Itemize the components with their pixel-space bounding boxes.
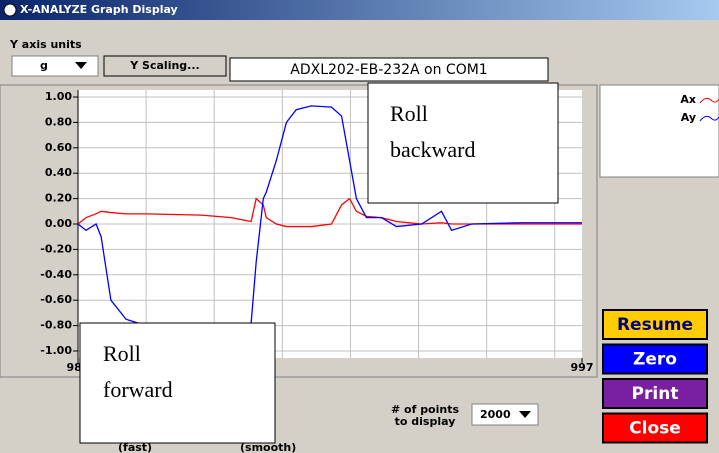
points-label: to display xyxy=(395,415,456,428)
units-value: g xyxy=(40,59,48,72)
app-icon xyxy=(3,3,17,17)
series-line xyxy=(78,105,582,327)
y-tick-label: -0.40 xyxy=(40,268,72,281)
dropdown-arrow xyxy=(75,62,87,69)
button-label: Print xyxy=(632,384,679,404)
action-button[interactable] xyxy=(602,412,708,444)
points-label: # of points xyxy=(391,403,460,416)
y-scaling-text: Y Scaling... xyxy=(129,59,199,72)
plot: -1.00 -0.80 -0.60 -0.40 -0.20 0.00 0.20 0.40 0.6… xyxy=(40,90,593,374)
y-tick-label: -1.00 xyxy=(40,344,72,357)
y-scaling-button[interactable] xyxy=(103,55,227,77)
y-tick-label: 0.60 xyxy=(45,141,72,154)
legend: Ax Ay xyxy=(680,93,719,124)
annotation: Roll xyxy=(390,101,428,126)
device-label: ADXL202-EB-232A on COM1 xyxy=(290,62,487,78)
speed-label: (fast) xyxy=(118,441,152,453)
annotation-box xyxy=(79,322,276,444)
buttons: Resume Zero Print Close xyxy=(602,309,708,444)
legend-swatch xyxy=(699,115,719,122)
window-title: X-ANALYZE Graph Display xyxy=(20,3,178,16)
y-tick-label: -0.80 xyxy=(40,319,72,332)
action-button[interactable] xyxy=(602,378,708,409)
y-tick-label: 1.00 xyxy=(45,90,72,103)
y-tick-label: 0.00 xyxy=(45,217,72,230)
annotation: forward xyxy=(103,377,173,402)
y-tick-label: -0.20 xyxy=(40,242,72,255)
legend-label: Ay xyxy=(681,111,696,124)
legend-swatch xyxy=(699,97,719,104)
button-label: Close xyxy=(629,419,681,439)
y-tick-label: 0.80 xyxy=(45,115,72,128)
legend-label: Ax xyxy=(680,93,696,106)
points-value: 2000 xyxy=(480,408,511,421)
device-box xyxy=(229,57,549,82)
speed-label: (smooth) xyxy=(240,441,296,453)
y-units-label: Y axis units xyxy=(9,38,82,51)
button-label: Zero xyxy=(633,350,677,370)
legend-panel xyxy=(599,84,719,178)
x-tick-label: 997 xyxy=(571,361,594,374)
units-dropdown[interactable] xyxy=(11,55,99,77)
action-button[interactable] xyxy=(602,343,708,375)
y-tick-label: 0.20 xyxy=(45,192,72,205)
series-line xyxy=(78,197,582,228)
y-tick-label: 0.40 xyxy=(45,166,72,179)
annotation: Roll xyxy=(103,341,141,366)
action-button[interactable] xyxy=(602,309,708,340)
y-tick-label: -0.60 xyxy=(40,293,72,306)
button-label: Resume xyxy=(617,315,693,335)
annotation: backward xyxy=(390,137,476,162)
dropdown-arrow xyxy=(519,411,531,418)
points-dropdown[interactable] xyxy=(471,403,539,426)
title-bar xyxy=(0,0,719,20)
annotation-box xyxy=(367,82,559,204)
